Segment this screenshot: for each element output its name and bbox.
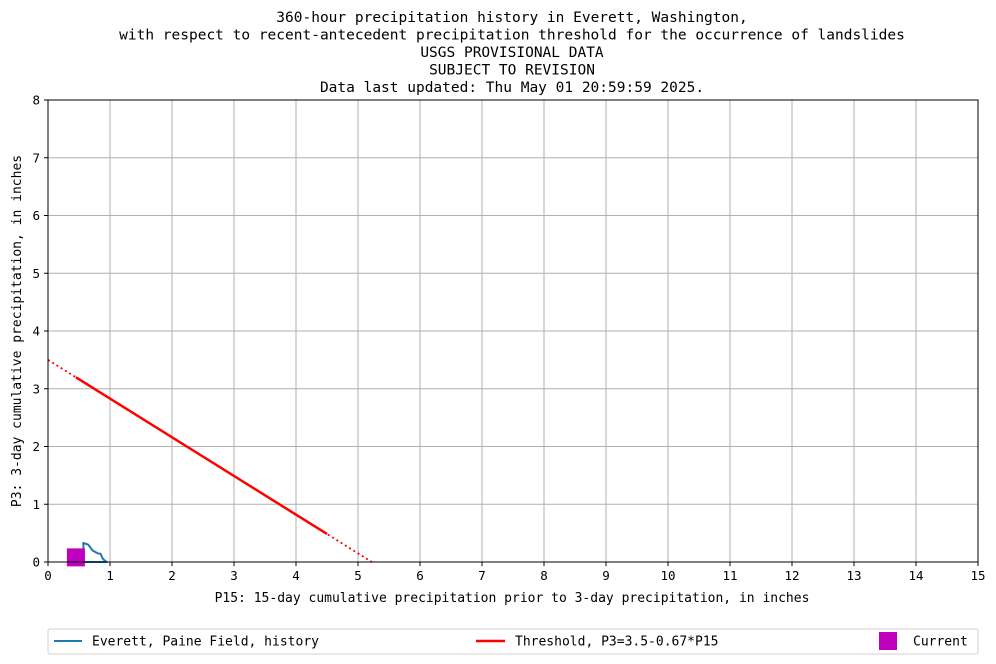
x-axis-label: P15: 15-day cumulative precipitation pri…: [215, 591, 810, 606]
x-tick-label: 7: [478, 568, 486, 583]
legend-history-label: Everett, Paine Field, history: [92, 635, 319, 650]
y-tick-label: 3: [32, 381, 40, 396]
y-axis-label: P3: 3-day cumulative precipitation, in i…: [10, 155, 25, 507]
legend-threshold-label: Threshold, P3=3.5-0.67*P15: [515, 635, 719, 650]
x-tick-label: 9: [602, 568, 610, 583]
x-tick-label: 5: [354, 568, 362, 583]
y-tick-label: 8: [32, 93, 40, 108]
title-line: SUBJECT TO REVISION: [429, 63, 595, 79]
title-line: USGS PROVISIONAL DATA: [420, 45, 604, 61]
threshold-line: [75, 376, 328, 536]
current-marker: [66, 548, 85, 567]
y-tick-label: 1: [32, 497, 40, 512]
x-tick-label: 2: [168, 568, 176, 583]
legend-box: [47, 628, 979, 655]
x-tick-label: 10: [660, 568, 675, 583]
y-tick-label: 4: [32, 324, 40, 339]
legend-current-label: Current: [913, 635, 968, 650]
x-tick-label: 6: [416, 568, 424, 583]
x-tick-label: 12: [784, 568, 799, 583]
legend-current-swatch: [879, 632, 897, 650]
y-tick-label: 2: [32, 439, 40, 454]
x-tick-label: 1: [106, 568, 114, 583]
legend: Everett, Paine Field, history Threshold, …: [47, 628, 979, 655]
x-tick-label: 0: [44, 568, 52, 583]
x-axis: 0 1 2 3 4 5 6 7 8 9 10 11 12 13 14 15: [44, 562, 986, 583]
y-tick-label: 0: [32, 555, 40, 570]
chart-title: 360-hour precipitation history in Everet…: [119, 10, 905, 96]
x-tick-label: 8: [540, 568, 548, 583]
title-line: Data last updated: Thu May 01 20:59:59 2…: [320, 80, 704, 96]
title-line: with respect to recent-antecedent precip…: [119, 28, 905, 44]
x-tick-label: 11: [722, 568, 737, 583]
x-tick-label: 4: [292, 568, 300, 583]
plot-area: [47, 359, 373, 567]
x-tick-label: 15: [970, 568, 985, 583]
y-tick-label: 7: [32, 150, 40, 165]
y-tick-label: 5: [32, 266, 40, 281]
grid: [47, 99, 979, 563]
x-tick-label: 14: [908, 568, 923, 583]
x-tick-label: 3: [230, 568, 238, 583]
x-tick-label: 13: [846, 568, 861, 583]
title-line: 360-hour precipitation history in Everet…: [276, 10, 747, 26]
y-tick-label: 6: [32, 208, 40, 223]
y-axis: 0 1 2 3 4 5 6 7 8: [32, 93, 48, 570]
